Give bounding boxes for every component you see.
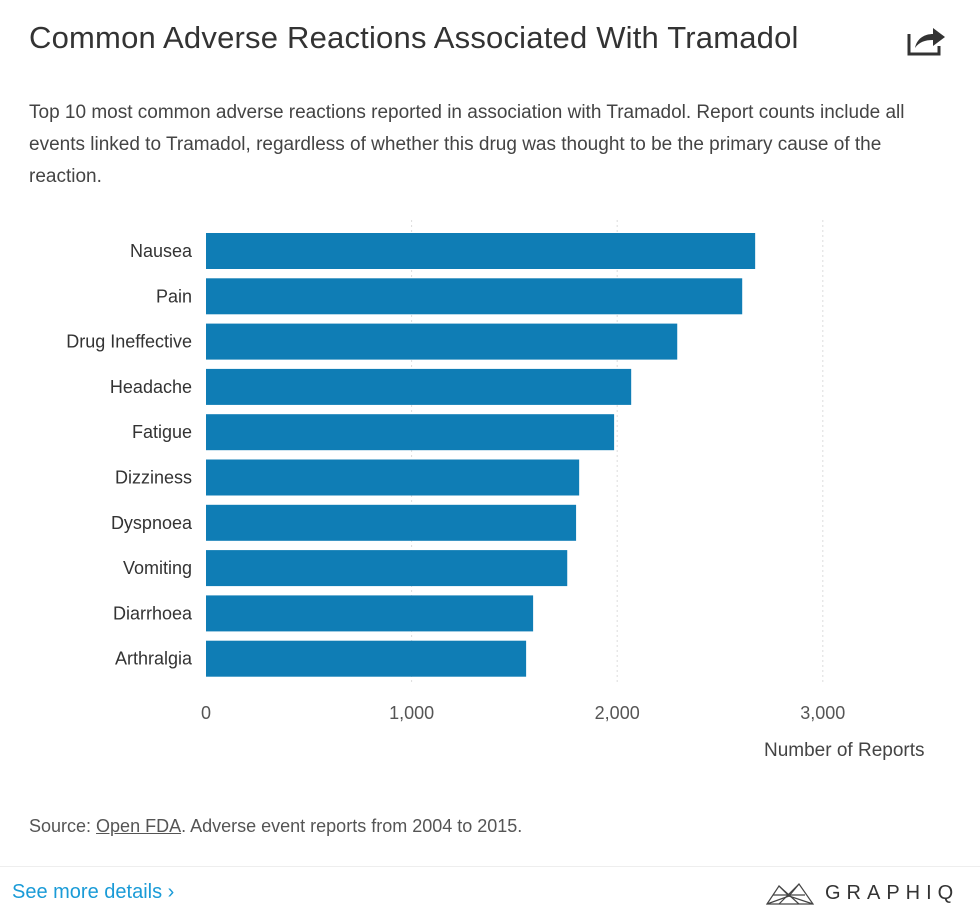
chart-title: Common Adverse Reactions Associated With… <box>29 20 799 55</box>
x-axis-label: Number of Reports <box>764 740 925 761</box>
x-tick-label: 0 <box>201 703 211 723</box>
source-prefix: Source: <box>29 816 97 836</box>
divider <box>0 866 980 867</box>
chart-subtitle: Top 10 most common adverse reactions rep… <box>29 102 905 187</box>
category-label: Headache <box>110 377 192 397</box>
source-suffix: . Adverse event reports from 2004 to 201… <box>181 816 523 836</box>
bar <box>206 595 534 632</box>
bar-chart: 0 1,000 2,000 3,000 Nausea Pain Drug Ineffecti… <box>66 220 845 723</box>
share-icon[interactable] <box>905 22 947 58</box>
x-tick-label: 2,000 <box>595 703 640 723</box>
bar <box>206 323 678 360</box>
bar <box>206 278 743 315</box>
category-label: Dizziness <box>115 468 192 488</box>
bar <box>206 414 615 451</box>
graphiq-logo-icon <box>765 883 815 905</box>
category-label: Dyspnoea <box>111 513 193 533</box>
source-note: Source: Open FDA. Adverse event reports … <box>29 816 522 837</box>
category-label: Fatigue <box>132 422 192 442</box>
graphiq-logo-text: GRAPHIQ <box>825 881 960 904</box>
category-label: Drug Ineffective <box>66 332 192 352</box>
x-tick-label: 1,000 <box>389 703 434 723</box>
see-more-details-link[interactable]: See more details › <box>12 881 175 903</box>
open-fda-link[interactable]: Open FDA <box>96 816 182 836</box>
bar <box>206 233 756 269</box>
category-label: Diarrhoea <box>113 603 193 623</box>
category-label: Nausea <box>130 241 193 261</box>
bar <box>206 504 577 541</box>
bar <box>206 640 527 677</box>
category-label: Arthralgia <box>115 649 193 669</box>
bar <box>206 368 632 405</box>
x-tick-label: 3,000 <box>800 703 845 723</box>
bar <box>206 550 568 587</box>
category-label: Pain <box>156 286 192 306</box>
category-label: Vomiting <box>123 558 192 578</box>
graphiq-logo[interactable]: GRAPHIQ <box>765 878 959 908</box>
bar <box>206 459 580 496</box>
